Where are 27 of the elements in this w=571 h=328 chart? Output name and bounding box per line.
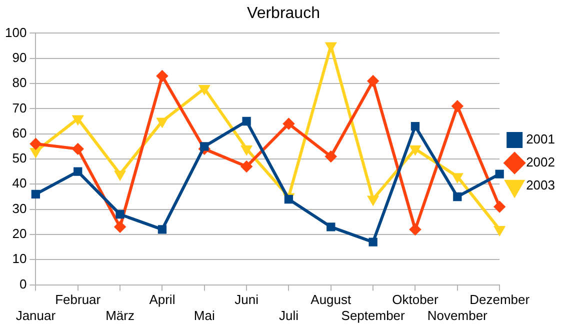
y-tick-label: 50: [12, 150, 27, 166]
x-tick-label: März: [106, 308, 134, 323]
y-tick-label: 10: [12, 251, 27, 266]
x-tick-label: September: [341, 308, 406, 323]
x-tick-label: Mai: [194, 308, 215, 323]
x-tick-label: Oktober: [392, 292, 440, 308]
x-tick-label: Januar: [16, 308, 56, 323]
x-tick-label: Februar: [55, 292, 102, 308]
x-tick-label: August: [310, 292, 352, 308]
y-tick-label: 30: [12, 200, 27, 216]
legend-label: 2001: [526, 132, 555, 147]
y-tick-label: 40: [12, 176, 27, 191]
y-tick-label: 0: [19, 276, 27, 292]
chart-title: Verbrauch: [247, 5, 320, 22]
x-tick-label: Dezember: [470, 292, 530, 308]
x-tick-label: Juli: [278, 308, 299, 323]
x-tick-label: November: [427, 308, 488, 323]
y-tick-label: 80: [12, 75, 27, 90]
x-tick-label: Juni: [234, 292, 259, 308]
y-tick-label: 20: [12, 226, 27, 242]
y-tick-label: 90: [12, 50, 27, 65]
y-tick-label: 60: [12, 125, 27, 140]
y-tick-label: 70: [12, 100, 27, 116]
x-tick-label: April: [149, 292, 176, 308]
legend-label: 2003: [526, 178, 555, 193]
y-tick-label: 100: [4, 24, 27, 40]
legend-label: 2002: [526, 154, 555, 170]
